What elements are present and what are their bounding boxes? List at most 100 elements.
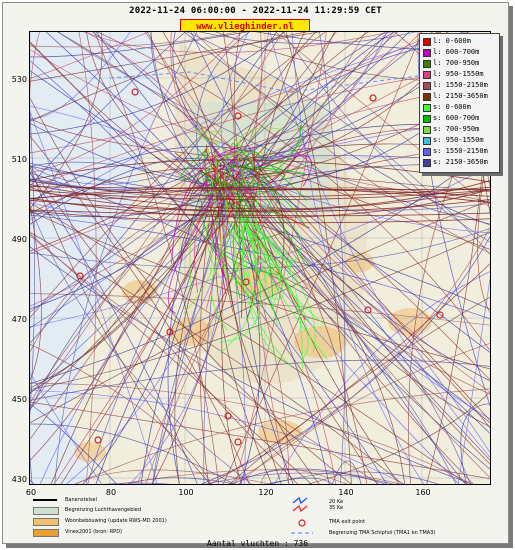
flight-track <box>30 188 490 218</box>
flight-track <box>229 227 490 484</box>
flight-track <box>57 32 490 381</box>
flight-track <box>237 32 335 204</box>
flight-track <box>239 154 490 465</box>
flight-track <box>30 210 208 412</box>
flight-track <box>211 164 490 192</box>
tma-exit-point <box>224 412 232 420</box>
flight-track <box>30 32 103 210</box>
flight-track <box>30 157 228 389</box>
flight-track <box>244 213 316 354</box>
flight-track <box>219 151 283 170</box>
flight-track <box>170 32 242 155</box>
flight-track <box>30 404 118 484</box>
flight-track <box>83 32 393 53</box>
legend-swatch <box>423 137 431 145</box>
y-tick-510: 510 <box>11 155 27 164</box>
flight-track <box>417 32 490 407</box>
noise-35-label: 35 Ke <box>329 505 344 511</box>
flight-track <box>203 165 229 484</box>
flight-track <box>30 158 224 252</box>
flight-track <box>220 136 305 169</box>
flight-track <box>30 32 308 122</box>
tma-exit-point <box>242 278 250 286</box>
flight-track <box>150 32 231 181</box>
flight-track <box>243 124 301 191</box>
flight-track <box>220 225 257 353</box>
tma-exit-label: TMA exit point <box>329 519 366 525</box>
legend-swatch <box>423 60 431 68</box>
y-tick-470: 470 <box>11 315 27 324</box>
y-tick-530: 530 <box>11 75 27 84</box>
altitude-legend: l: 0-600m l: 600-700m l: 700-950m l: 950… <box>419 33 500 173</box>
flight-track <box>30 32 277 344</box>
flight-track <box>180 149 207 180</box>
flight-track <box>251 149 307 201</box>
flight-track <box>30 371 103 484</box>
flight-track <box>30 198 490 213</box>
flight-track <box>96 32 490 352</box>
flight-track <box>30 97 352 484</box>
flight-track <box>54 32 198 484</box>
flight-track-map[interactable] <box>29 31 491 485</box>
housing-label: Woonbebouwing (update RWS-MD 2001) <box>65 518 167 524</box>
runway-swatch <box>33 499 57 501</box>
flight-track <box>282 32 490 243</box>
flight-track <box>30 231 403 484</box>
tma-exit-point <box>364 306 372 314</box>
flight-track <box>78 32 97 484</box>
flight-track <box>198 32 417 44</box>
y-tick-450: 450 <box>11 395 27 404</box>
flight-track <box>194 199 224 293</box>
flight-track <box>30 165 254 203</box>
flight-track <box>237 127 283 188</box>
flight-track <box>30 152 232 404</box>
flight-track <box>30 189 490 212</box>
legend-swatch <box>423 126 431 134</box>
flight-track <box>30 32 131 119</box>
flight-track <box>30 189 490 199</box>
tma-exit-point <box>131 88 139 96</box>
flight-track <box>207 148 231 297</box>
flight-track <box>95 154 248 484</box>
flight-track <box>253 154 312 187</box>
flight-track <box>30 233 312 484</box>
flight-track <box>204 472 395 484</box>
flight-track <box>208 32 410 164</box>
map-canvas <box>30 32 490 484</box>
flight-track <box>30 32 284 408</box>
flight-track <box>214 160 471 484</box>
legend-swatch <box>423 93 431 101</box>
flight-track <box>30 148 490 384</box>
x-tick-120: 120 <box>258 488 274 497</box>
flight-track <box>30 423 235 484</box>
flight-track <box>30 159 490 183</box>
flight-track <box>206 167 225 197</box>
flight-track <box>465 32 490 52</box>
legend-item: l: 0-600m <box>423 36 499 46</box>
flight-track <box>244 216 309 359</box>
flight-track <box>222 32 423 484</box>
tma-exit-icon <box>298 519 306 527</box>
flight-track <box>219 221 262 343</box>
map-legend: Banenstelsel Begrenzing Luchthavengebied… <box>29 497 489 539</box>
flight-track <box>241 213 292 367</box>
flight-track <box>174 152 228 187</box>
x-tick-60: 60 <box>25 488 37 497</box>
flight-track <box>213 166 290 484</box>
flight-track <box>30 32 439 154</box>
flight-track <box>30 359 490 401</box>
flight-track <box>261 468 348 484</box>
legend-swatch <box>423 148 431 156</box>
x-tick-100: 100 <box>178 488 194 497</box>
legend-item: s: 1550-2150m <box>423 146 499 156</box>
flight-track <box>242 218 282 362</box>
x-tick-140: 140 <box>338 488 354 497</box>
legend-item: l: 950-1550m <box>423 69 499 79</box>
flight-track <box>332 460 362 484</box>
flight-track <box>30 32 249 58</box>
flight-track <box>203 163 302 179</box>
flight-track <box>229 179 337 484</box>
flight-track <box>214 32 369 167</box>
flight-track <box>104 482 171 484</box>
flight-track <box>214 191 457 484</box>
